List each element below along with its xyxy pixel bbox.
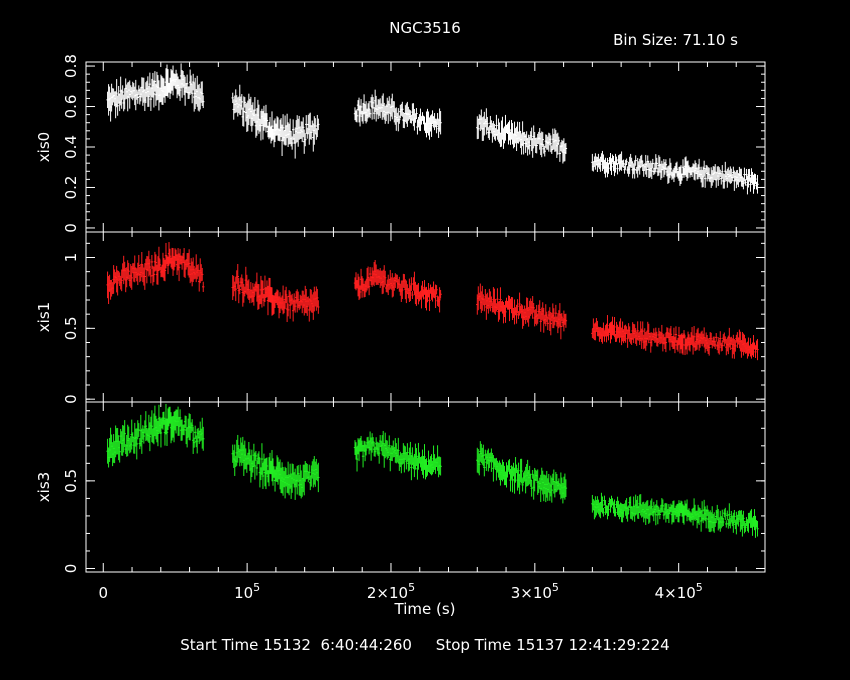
x-tick-label: 4×105: [655, 581, 703, 602]
x-tick-label: 3×105: [511, 581, 559, 602]
y-tick-label: 0.8: [62, 54, 80, 78]
x-tick-labels: 0 105 2×105 3×105 4×105: [98, 581, 702, 602]
y-axis-label-xis1: xis1: [35, 302, 53, 332]
panels-group: 0 0.2 0.4 0.6 0.8 xis0 0 0.5 1 xis1 0 0.5 xis3: [35, 54, 766, 574]
x-tick-label: 105: [234, 581, 260, 602]
bin-size-label: Bin Size: 71.10 s: [613, 31, 738, 49]
y-tick-label: 0.5: [62, 469, 80, 493]
chart-title: NGC3516: [389, 19, 461, 37]
time-range-footer: Start Time 15132 6:40:44:260 Stop Time 1…: [0, 636, 850, 654]
panel-xis0: 0 0.2 0.4 0.6 0.8 xis0: [35, 54, 766, 233]
y-axis-label-xis0: xis0: [35, 132, 53, 162]
y-tick-label: 0: [62, 564, 80, 574]
y-tick-label: 0.6: [62, 95, 80, 119]
x-tick-label: 2×105: [367, 581, 415, 602]
stop-time-label: Stop Time: [435, 636, 512, 654]
series-xis1: [106, 242, 759, 361]
series-xis0: [106, 63, 759, 195]
start-time-label: Start Time: [180, 636, 259, 654]
series-xis3: [106, 403, 759, 538]
y-tick-label: 1: [62, 253, 80, 263]
y-tick-label: 0: [62, 223, 80, 233]
y-axis-label-xis3: xis3: [35, 472, 53, 502]
y-tick-label: 0.5: [62, 316, 80, 340]
panel-xis3: 0 0.5 xis3: [35, 401, 766, 574]
y-tick-label: 0.4: [62, 135, 80, 159]
x-tick-label: 0: [98, 584, 108, 602]
start-time-value: 15132 6:40:44:260: [263, 636, 412, 654]
y-tick-label: 0: [62, 394, 80, 404]
stop-time-value: 15137 12:41:29:224: [516, 636, 670, 654]
x-axis-label: Time (s): [394, 600, 456, 618]
y-tick-label: 0.2: [62, 176, 80, 200]
panel-frame-xis3: [85, 401, 766, 573]
panel-xis1: 0 0.5 1 xis1: [35, 231, 766, 404]
